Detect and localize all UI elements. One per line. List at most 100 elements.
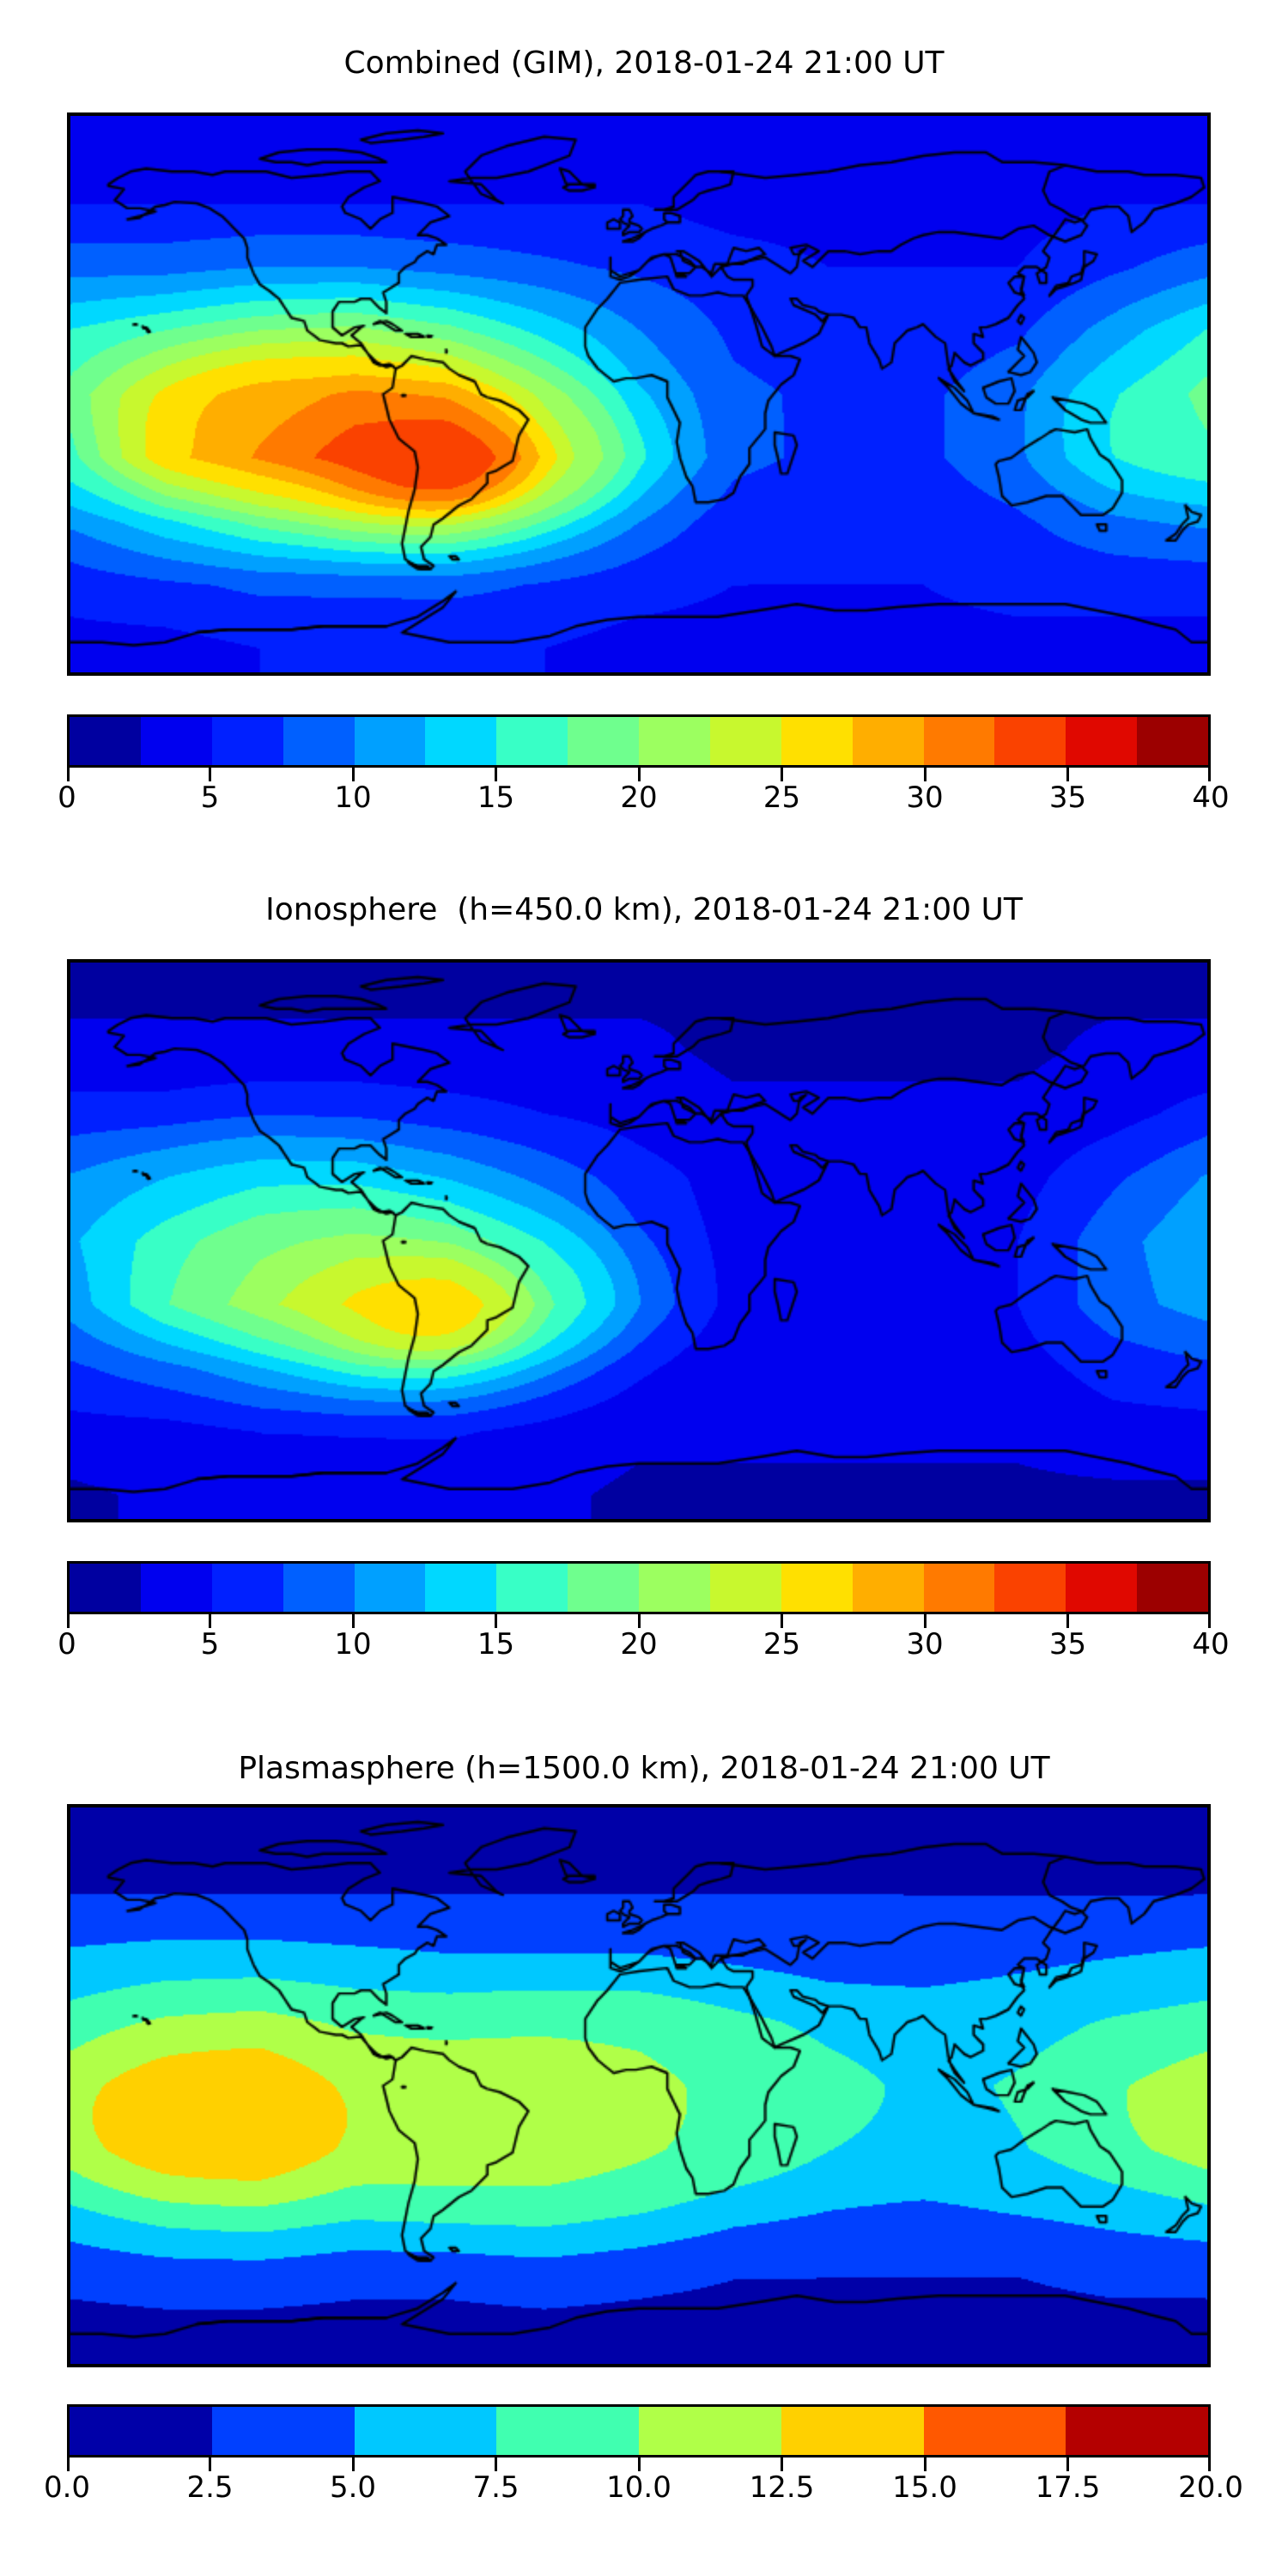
colorbar-tick xyxy=(923,1614,927,1628)
colorbar-tick-label: 2.5 xyxy=(186,2470,234,2505)
colorbar-segment-4 xyxy=(354,1564,426,1612)
colorbar-tick-label: 5 xyxy=(200,781,220,815)
colorbar-tick xyxy=(351,1614,355,1628)
colorbar-segment-3 xyxy=(283,1564,355,1612)
colorbar-segment-14 xyxy=(1066,717,1138,765)
colorbar-segment-1 xyxy=(140,1564,212,1612)
panel-plasmasphere: Plasmasphere (h=1500.0 km), 2018-01-24 2… xyxy=(0,1717,1288,2576)
colorbar-segment-5 xyxy=(425,1564,497,1612)
colorbar-segment-6 xyxy=(496,717,568,765)
colorbar-ionosphere[interactable]: 0 5 10 15 20 25 30 35 40 xyxy=(58,1561,1230,1668)
colorbar-tick-label: 15.0 xyxy=(892,2470,957,2505)
colorbar-tick-labels-plasmasphere: 0.0 2.5 5.0 7.5 10.0 12.5 15.0 17.5 20.0 xyxy=(44,2470,1243,2511)
colorbar-tick-label: 20.0 xyxy=(1178,2470,1243,2505)
colorbar-tick xyxy=(637,2458,641,2471)
colorbar-tick xyxy=(1208,768,1211,781)
colorbar-tick xyxy=(1208,1614,1211,1628)
colorbar-segment-1 xyxy=(140,717,212,765)
colorbar-tick xyxy=(67,1614,70,1628)
colorbar-tick-label: 20 xyxy=(620,781,658,815)
colorbar-segment-11 xyxy=(852,717,924,765)
colorbar-segment-13 xyxy=(994,717,1066,765)
colorbar-tick-label: 0 xyxy=(58,781,76,815)
colorbar-segment-7 xyxy=(568,717,639,765)
map-canvas-ionosphere xyxy=(70,963,1207,1519)
colorbar-segment-2 xyxy=(211,717,283,765)
colorbar-segment-5 xyxy=(781,2407,924,2455)
colorbar-segment-7 xyxy=(568,1564,639,1612)
colorbar-tick-label: 25 xyxy=(762,781,801,815)
colorbar-tick xyxy=(923,2458,927,2471)
colorbar-segment-4 xyxy=(639,2407,781,2455)
colorbar-segment-12 xyxy=(923,717,995,765)
colorbar-segment-0 xyxy=(70,1564,141,1612)
colorbar-segment-6 xyxy=(923,2407,1066,2455)
colorbar-segment-10 xyxy=(781,717,853,765)
colorbar-tick-label: 10 xyxy=(334,781,372,815)
colorbar-tick-label: 0 xyxy=(58,1627,76,1662)
colorbar-ticks-plasmasphere xyxy=(67,2458,1211,2471)
colorbar-segment-14 xyxy=(1066,1564,1138,1612)
panel-title-combined-gim: Combined (GIM), 2018-01-24 21:00 UT xyxy=(343,46,945,81)
colorbar-segment-15 xyxy=(1137,1564,1208,1612)
colorbar-tick xyxy=(351,2458,355,2471)
colorbar-segment-9 xyxy=(709,1564,781,1612)
colorbar-segment-9 xyxy=(709,717,781,765)
colorbar-segment-8 xyxy=(639,717,710,765)
map-axes-ionosphere[interactable] xyxy=(67,959,1211,1522)
map-axes-plasmasphere[interactable] xyxy=(67,1804,1211,2367)
colorbar-combined-gim[interactable]: 0 5 10 15 20 25 30 35 40 xyxy=(58,714,1230,821)
colorbar-tick xyxy=(781,1614,783,1628)
colorbar-tick-label: 10.0 xyxy=(606,2470,671,2505)
colorbar-tick xyxy=(495,2458,497,2471)
panel-title-ionosphere: Ionosphere (h=450.0 km), 2018-01-24 21:0… xyxy=(265,892,1023,927)
colorbar-tick xyxy=(209,1614,211,1628)
map-canvas-combined-gim xyxy=(70,116,1207,672)
colorbar-segment-0 xyxy=(70,717,141,765)
colorbar-tick-label: 17.5 xyxy=(1035,2470,1101,2505)
colorbar-segment-3 xyxy=(283,717,355,765)
colorbar-tick xyxy=(495,1614,497,1628)
colorbar-tick xyxy=(351,768,355,781)
colorbar-segment-8 xyxy=(639,1564,710,1612)
map-canvas-plasmasphere xyxy=(70,1807,1207,2364)
colorbar-segment-10 xyxy=(781,1564,853,1612)
colorbar-tick-label: 5.0 xyxy=(329,2470,377,2505)
colorbar-tick xyxy=(495,768,497,781)
colorbar-segment-15 xyxy=(1137,717,1208,765)
colorbar-segment-7 xyxy=(1066,2407,1208,2455)
colorbar-segment-13 xyxy=(994,1564,1066,1612)
panel-ionosphere: Ionosphere (h=450.0 km), 2018-01-24 21:0… xyxy=(0,859,1288,1717)
colorbar-tick-label: 20 xyxy=(620,1627,658,1662)
colorbar-tick xyxy=(1066,1614,1069,1628)
colorbar-tick-labels-combined-gim: 0 5 10 15 20 25 30 35 40 xyxy=(58,781,1229,821)
colorbar-strip-ionosphere xyxy=(67,1561,1211,1614)
panel-combined-gim: Combined (GIM), 2018-01-24 21:00 UT 0 5 10… xyxy=(0,0,1288,859)
colorbar-segment-3 xyxy=(496,2407,639,2455)
colorbar-ticks-combined-gim xyxy=(67,768,1211,781)
colorbar-tick-label: 40 xyxy=(1192,1627,1230,1662)
colorbar-tick-label: 15 xyxy=(477,781,515,815)
colorbar-segment-12 xyxy=(923,1564,995,1612)
colorbar-tick xyxy=(637,768,641,781)
colorbar-tick xyxy=(637,1614,641,1628)
colorbar-tick-label: 40 xyxy=(1192,781,1230,815)
colorbar-tick xyxy=(209,768,211,781)
colorbar-segment-5 xyxy=(425,717,497,765)
colorbar-tick xyxy=(781,768,783,781)
colorbar-plasmasphere[interactable]: 0.0 2.5 5.0 7.5 10.0 12.5 15.0 17.5 20.0 xyxy=(44,2404,1243,2511)
colorbar-tick xyxy=(67,2458,70,2471)
colorbar-ticks-ionosphere xyxy=(67,1614,1211,1628)
colorbar-segment-1 xyxy=(211,2407,355,2455)
panel-title-plasmasphere: Plasmasphere (h=1500.0 km), 2018-01-24 2… xyxy=(238,1751,1050,1786)
colorbar-tick-label: 12.5 xyxy=(749,2470,815,2505)
map-axes-combined-gim[interactable] xyxy=(67,112,1211,676)
colorbar-tick xyxy=(1208,2458,1211,2471)
colorbar-tick-label: 7.5 xyxy=(472,2470,519,2505)
colorbar-tick-label: 35 xyxy=(1048,1627,1087,1662)
colorbar-strip-combined-gim xyxy=(67,714,1211,768)
colorbar-tick xyxy=(209,2458,211,2471)
colorbar-segment-11 xyxy=(852,1564,924,1612)
colorbar-tick-label: 15 xyxy=(477,1627,515,1662)
colorbar-tick xyxy=(67,768,70,781)
